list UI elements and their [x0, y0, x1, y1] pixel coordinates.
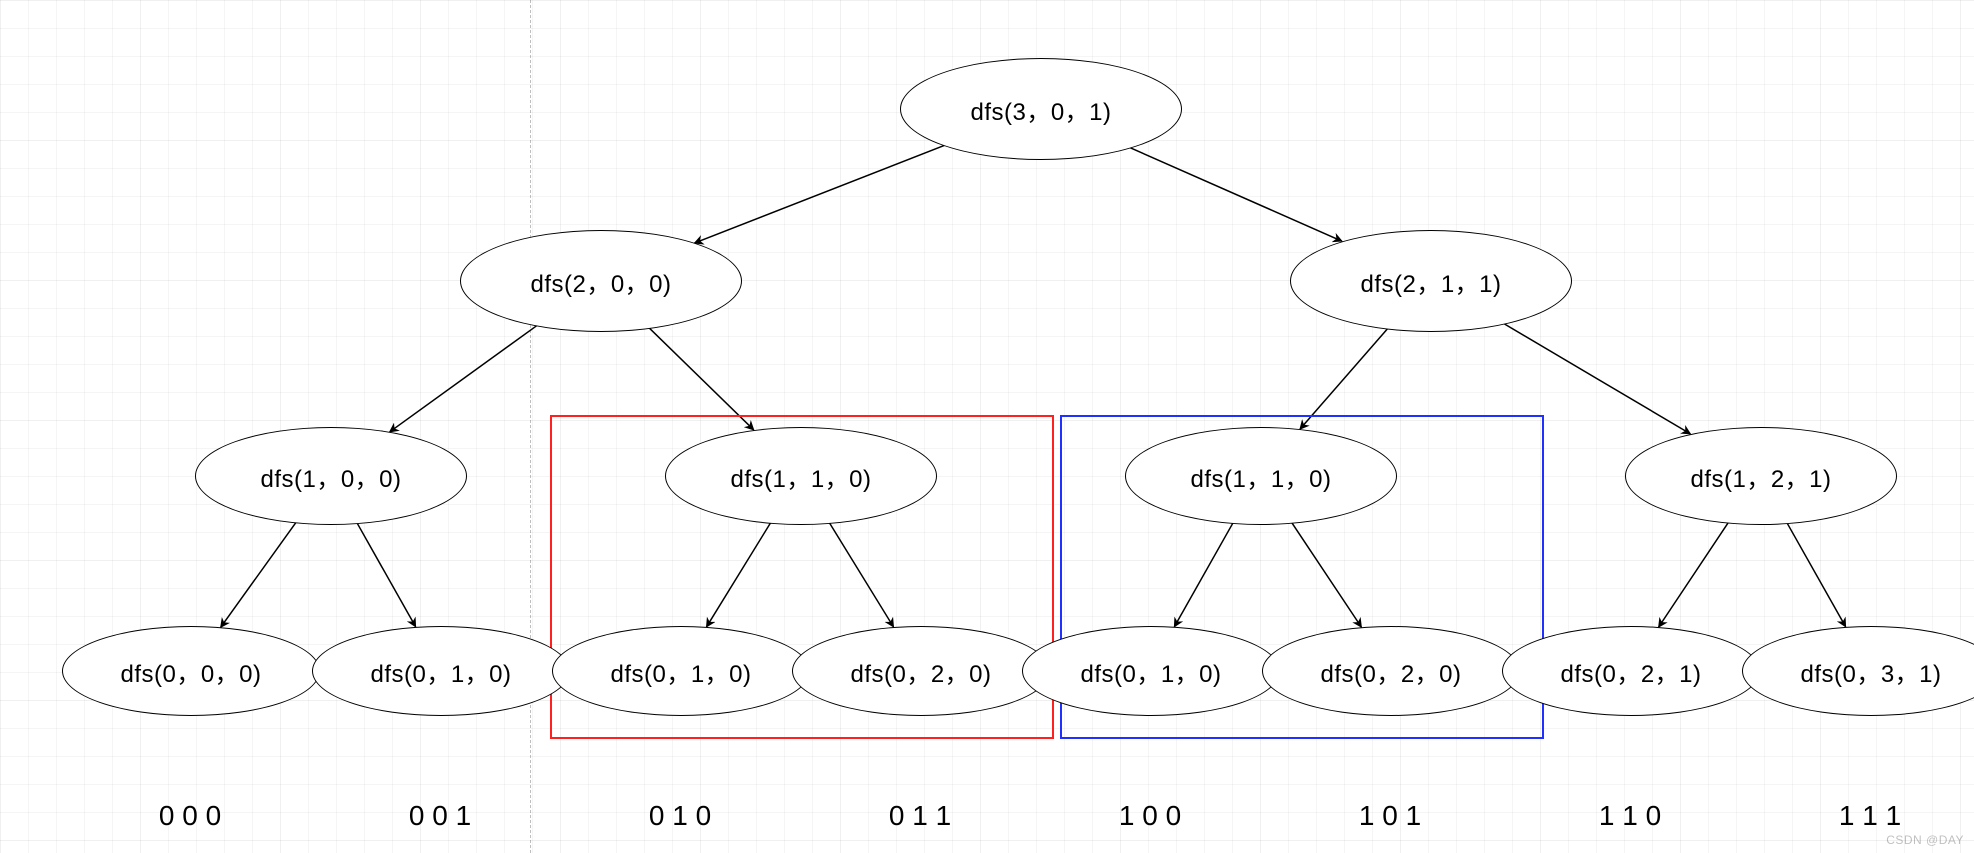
- leaf-label: 0 0 1: [390, 800, 490, 832]
- edge: [1659, 522, 1729, 627]
- node-l: dfs(2，0，0): [460, 230, 742, 332]
- node-lrl: dfs(0，1，0): [552, 626, 810, 716]
- edge: [1787, 522, 1846, 627]
- edge: [357, 522, 416, 627]
- node-label: dfs(2，1，1): [1360, 264, 1501, 299]
- leaf-label: 0 1 0: [630, 800, 730, 832]
- node-rlr: dfs(0，2，0): [1262, 626, 1520, 716]
- edge: [1128, 147, 1342, 241]
- node-root: dfs(3，0，1): [900, 58, 1182, 160]
- edge: [221, 522, 297, 628]
- edge: [1300, 328, 1388, 429]
- node-llr: dfs(0，1，0): [312, 626, 570, 716]
- node-rll: dfs(0，1，0): [1022, 626, 1280, 716]
- node-rr: dfs(1，2，1): [1625, 427, 1897, 525]
- watermark-text: CSDN @DAY: [1886, 833, 1964, 847]
- leaf-label: 1 1 1: [1820, 800, 1920, 832]
- node-label: dfs(1，0，0): [260, 459, 401, 494]
- node-label: dfs(0，1，0): [1080, 654, 1221, 689]
- node-label: dfs(0，1，0): [370, 654, 511, 689]
- leaf-label: 0 0 0: [140, 800, 240, 832]
- node-label: dfs(0，1，0): [610, 654, 751, 689]
- node-lr: dfs(1，1，0): [665, 427, 937, 525]
- node-label: dfs(1，2，1): [1690, 459, 1831, 494]
- node-label: dfs(0，0，0): [120, 654, 261, 689]
- edge: [694, 145, 945, 243]
- leaf-label: 0 1 1: [870, 800, 970, 832]
- leaf-label: 1 0 1: [1340, 800, 1440, 832]
- node-label: dfs(0，2，0): [1320, 654, 1461, 689]
- node-label: dfs(0，3，1): [1800, 654, 1941, 689]
- node-label: dfs(2，0，0): [530, 264, 671, 299]
- leaf-label: 1 1 0: [1580, 800, 1680, 832]
- node-rrl: dfs(0，2，1): [1502, 626, 1760, 716]
- node-label: dfs(3，0，1): [970, 92, 1111, 127]
- node-label: dfs(0，2，0): [850, 654, 991, 689]
- node-r: dfs(2，1，1): [1290, 230, 1572, 332]
- node-lrr: dfs(0，2，0): [792, 626, 1050, 716]
- node-rl: dfs(1，1，0): [1125, 427, 1397, 525]
- edge: [390, 325, 538, 432]
- node-lll: dfs(0，0，0): [62, 626, 320, 716]
- leaf-label: 1 0 0: [1100, 800, 1200, 832]
- node-ll: dfs(1，0，0): [195, 427, 467, 525]
- diagram-canvas: dfs(3，0，1) dfs(2，0，0) dfs(2，1，1) dfs(1，0…: [0, 0, 1974, 853]
- node-label: dfs(0，2，1): [1560, 654, 1701, 689]
- node-label: dfs(1，1，0): [1190, 459, 1331, 494]
- node-label: dfs(1，1，0): [730, 459, 871, 494]
